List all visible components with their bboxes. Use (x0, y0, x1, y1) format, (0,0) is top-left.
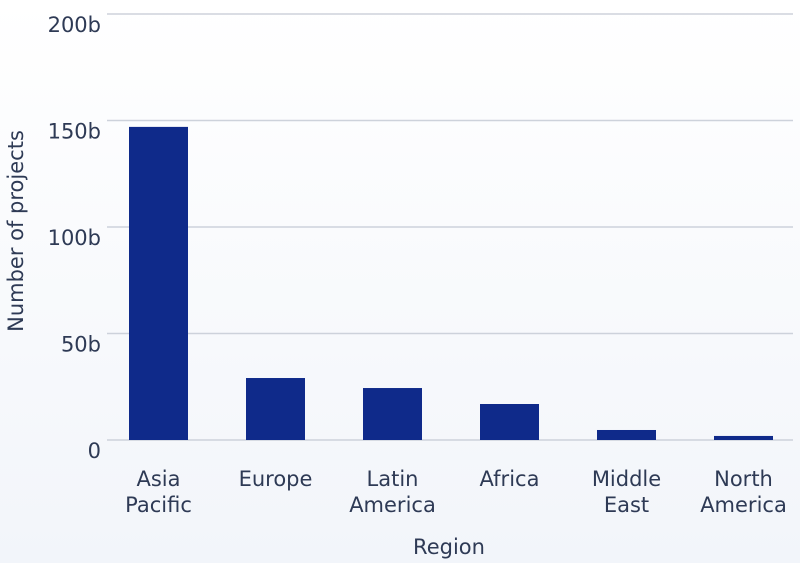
bar (714, 435, 773, 440)
y-axis-title: Number of projects (4, 130, 28, 332)
y-tick-label: 0 (88, 439, 101, 463)
y-tick-label: 100b (48, 226, 101, 250)
x-tick-label: North America (700, 467, 787, 517)
y-tick-label: 50b (61, 333, 101, 357)
y-tick-label: 150b (48, 120, 101, 144)
x-tick-label: Europe (238, 467, 313, 491)
bar (246, 378, 305, 440)
bar (363, 388, 422, 440)
x-tick-label: Middle East (591, 467, 662, 517)
x-tick-label: Latin America (349, 467, 436, 517)
bar (480, 404, 539, 440)
x-tick-label: Asia Pacific (125, 467, 192, 517)
x-axis-title: Region (413, 535, 485, 559)
x-tick-label: Africa (479, 467, 540, 491)
y-tick-label: 200b (48, 13, 101, 37)
bar (129, 126, 188, 440)
bar (597, 429, 656, 440)
